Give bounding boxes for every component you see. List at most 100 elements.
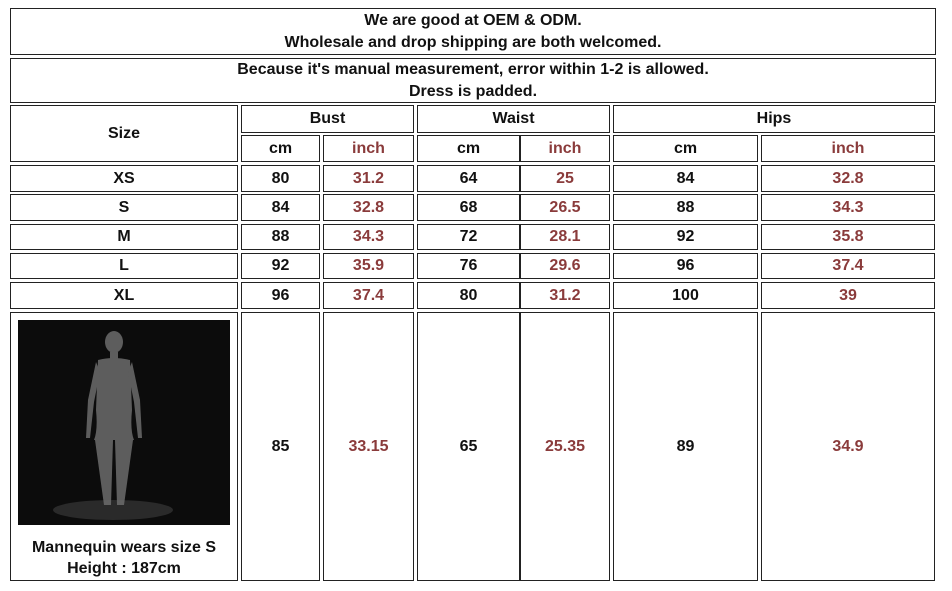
measure-cell: 31.2: [520, 282, 610, 309]
size-label: XS: [10, 165, 238, 192]
mannequin-measure-text: 33.15: [348, 437, 389, 455]
notes-box-text: Because it's manual measurement, error w…: [237, 60, 709, 78]
measure-cell-text: 72: [459, 228, 478, 245]
mannequin-caption: Mannequin wears size S Height : 187cm: [14, 537, 234, 579]
measure-cell: 37.4: [323, 282, 414, 309]
unit-header: cm: [613, 135, 758, 162]
size-label: M: [10, 224, 238, 250]
measure-cell: 37.4: [761, 253, 935, 279]
measure-cell: 29.6: [520, 253, 610, 279]
measure-cell: 32.8: [761, 165, 935, 192]
group-header-text: Waist: [492, 110, 535, 127]
unit-header: inch: [323, 135, 414, 162]
unit-header: inch: [761, 135, 935, 162]
unit-header-text: cm: [673, 139, 698, 157]
measure-cell-text: 76: [459, 257, 478, 274]
unit-header-text: inch: [352, 139, 385, 157]
measure-cell: 26.5: [520, 194, 610, 221]
measure-cell: 28.1: [520, 224, 610, 250]
measure-cell-text: 80: [459, 286, 478, 304]
measure-cell: 84: [613, 165, 758, 192]
measure-cell: 64: [417, 165, 520, 192]
measure-cell-text: 31.2: [352, 169, 385, 187]
group-header: Bust: [241, 105, 414, 133]
measure-cell-text: 96: [676, 257, 695, 274]
measure-cell: 76: [417, 253, 520, 279]
measure-cell: 96: [241, 282, 320, 309]
notes-box: Because it's manual measurement, error w…: [10, 58, 936, 103]
measure-cell: 32.8: [323, 194, 414, 221]
measure-cell-text: 35.9: [352, 257, 385, 274]
measure-cell-text: 84: [676, 169, 695, 187]
measure-cell: 92: [613, 224, 758, 250]
measure-cell: 80: [241, 165, 320, 192]
size-label: XL: [10, 282, 238, 309]
measure-cell-text: 37.4: [832, 257, 864, 274]
mannequin-measure: 65: [417, 312, 520, 581]
mannequin-measure-text: 34.9: [832, 437, 864, 455]
measure-cell-text: 80: [271, 169, 290, 187]
unit-header-text: cm: [456, 139, 481, 157]
size-label-text: L: [119, 257, 129, 274]
measure-cell-text: 68: [459, 198, 478, 216]
measure-cell-text: 32.8: [832, 169, 864, 187]
size-label: L: [10, 253, 238, 279]
measure-cell-text: 84: [271, 198, 290, 216]
measure-cell: 100: [613, 282, 758, 309]
size-label: S: [10, 194, 238, 221]
measure-cell-text: 25: [556, 169, 574, 187]
measure-cell: 96: [613, 253, 758, 279]
mannequin-measure: 89: [613, 312, 758, 581]
measure-cell-text: 35.8: [832, 228, 864, 245]
unit-header-text: inch: [548, 139, 582, 157]
header-box-text: Wholesale and drop shipping are both wel…: [284, 33, 662, 51]
measure-cell-text: 96: [271, 286, 290, 304]
measure-cell-text: 88: [676, 198, 695, 216]
unit-header-text: inch: [831, 139, 865, 157]
measure-cell-text: 34.3: [832, 198, 864, 216]
unit-header: cm: [417, 135, 520, 162]
notes-box-text: Dress is padded.: [408, 82, 538, 100]
caption-line: Mannequin wears size S: [31, 539, 217, 556]
mannequin-measure-text: 25.35: [544, 437, 586, 455]
group-header-text: Hips: [756, 110, 792, 127]
mannequin-measure: 33.15: [323, 312, 414, 581]
measure-cell-text: 26.5: [549, 198, 581, 216]
measure-cell: 35.8: [761, 224, 935, 250]
measure-cell-text: 32.8: [352, 198, 385, 216]
measure-cell: 31.2: [323, 165, 414, 192]
group-header: Waist: [417, 105, 610, 133]
measure-cell-text: 34.3: [352, 228, 385, 245]
mannequin-measure: 85: [241, 312, 320, 581]
size-header-text: Size: [107, 124, 140, 142]
measure-cell-text: 39: [839, 286, 857, 304]
measure-cell-text: 92: [676, 228, 695, 245]
header-box-text: We are good at OEM & ODM.: [364, 11, 582, 29]
measure-cell: 92: [241, 253, 320, 279]
caption-line: Height : 187cm: [67, 560, 181, 577]
measure-cell: 84: [241, 194, 320, 221]
measure-cell-text: 100: [672, 286, 699, 304]
measure-cell: 88: [613, 194, 758, 221]
group-header: Hips: [613, 105, 935, 133]
measure-cell-text: 37.4: [352, 286, 385, 304]
mannequin-measure: 25.35: [520, 312, 610, 581]
header-box: We are good at OEM & ODM. Wholesale and d…: [10, 8, 936, 55]
mannequin-cell: [10, 312, 238, 581]
mannequin-photo: [18, 320, 230, 525]
mannequin-measure-text: 85: [271, 437, 290, 455]
measure-cell-text: 31.2: [549, 286, 581, 304]
mannequin-measure-text: 65: [459, 437, 478, 455]
measure-cell: 35.9: [323, 253, 414, 279]
unit-header: cm: [241, 135, 320, 162]
measure-cell: 72: [417, 224, 520, 250]
measure-cell: 39: [761, 282, 935, 309]
size-header: Size: [10, 105, 238, 162]
group-header-text: Bust: [309, 110, 346, 127]
measure-cell: 34.3: [761, 194, 935, 221]
measure-cell: 88: [241, 224, 320, 250]
mannequin-measure-text: 89: [676, 437, 695, 455]
measure-cell: 34.3: [323, 224, 414, 250]
mannequin-measure: 34.9: [761, 312, 935, 581]
